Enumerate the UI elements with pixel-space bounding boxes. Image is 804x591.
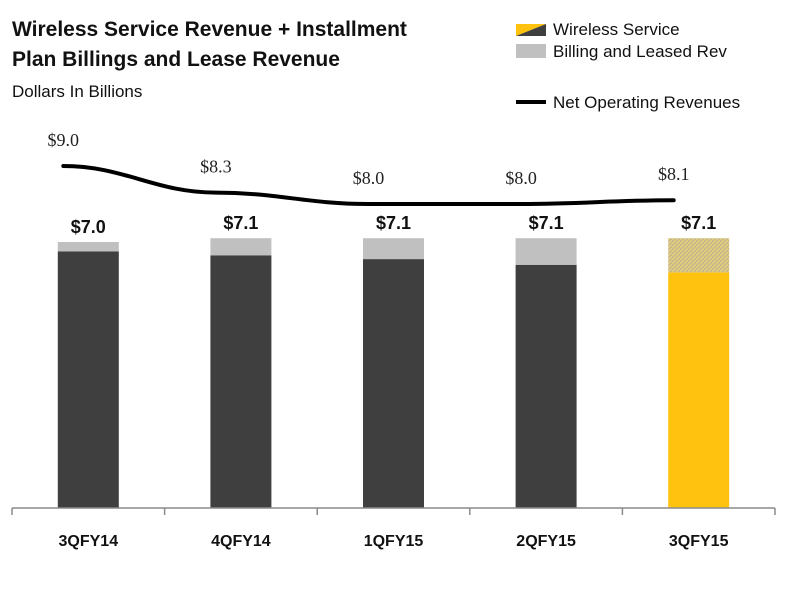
net-revenue-label: $9.0: [48, 130, 80, 150]
net-revenue-label: $8.3: [200, 157, 232, 177]
chart-subtitle: Dollars In Billions: [12, 82, 142, 101]
bar-billing-leased: [668, 238, 730, 273]
bar-wireless-service: [363, 259, 424, 508]
legend-label-billing-leased: Billing and Leased Rev: [553, 42, 727, 61]
bar-billing-leased: [210, 238, 272, 256]
net-revenue-label: $8.1: [658, 164, 690, 184]
net-revenue-label: $8.0: [353, 168, 385, 188]
x-tick-label: 2QFY15: [516, 533, 576, 550]
legend: Wireless Service Billing and Leased Rev …: [516, 20, 740, 112]
chart-title-line-1: Wireless Service Revenue + Installment: [12, 18, 407, 41]
total-label: $7.1: [223, 213, 258, 233]
total-label: $7.1: [529, 213, 564, 233]
total-label: $7.0: [71, 217, 106, 237]
legend-swatch-wireless-service: [516, 24, 546, 36]
net-revenue-label: $8.0: [505, 168, 537, 188]
bar-billing-leased: [515, 238, 577, 265]
bar-billing-leased: [363, 238, 424, 260]
plot-area: $7.0 3QFY14 $7.1 4QFY14 $7.1 1QFY15 $7.1 2QFY15…: [11, 130, 776, 550]
total-label: $7.1: [376, 213, 411, 233]
bar-wireless-service: [210, 255, 272, 508]
chart-title-line-2: Plan Billings and Lease Revenue: [12, 48, 340, 71]
legend-label-wireless-service: Wireless Service: [553, 20, 680, 39]
bar-wireless-service: [57, 251, 119, 508]
x-tick-label: 3QFY15: [669, 533, 729, 550]
bar-wireless-service: [668, 272, 730, 508]
legend-swatch-billing-leased: [516, 44, 546, 58]
x-tick-label: 4QFY14: [211, 533, 271, 550]
x-tick-label: 1QFY15: [364, 533, 424, 550]
net-operating-revenues-line: [61, 164, 676, 207]
bar-billing-leased: [57, 242, 119, 252]
x-tick-label: 3QFY14: [59, 533, 119, 550]
total-label: $7.1: [681, 213, 716, 233]
legend-label-net-operating: Net Operating Revenues: [553, 93, 740, 112]
bar-wireless-service: [515, 264, 577, 508]
